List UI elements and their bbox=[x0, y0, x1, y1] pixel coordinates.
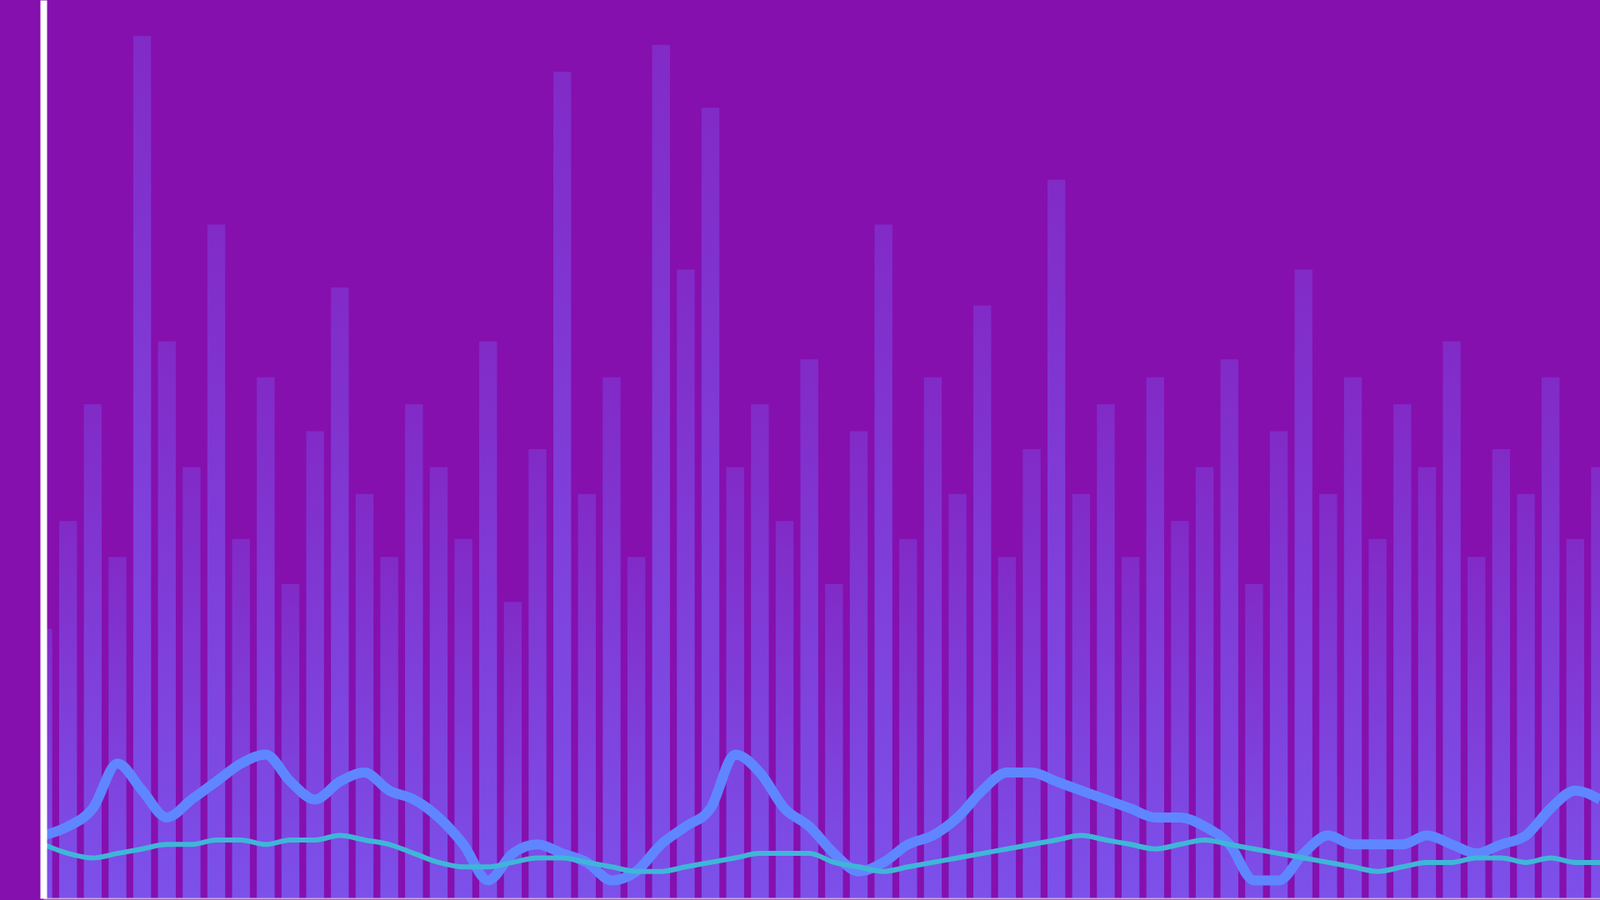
bar bbox=[1295, 269, 1313, 899]
bar bbox=[973, 305, 991, 899]
bar bbox=[108, 556, 126, 899]
bar bbox=[850, 430, 868, 899]
line bbox=[43, 755, 1600, 881]
x-axis bbox=[44, 898, 1600, 900]
bar bbox=[59, 520, 77, 899]
bar bbox=[924, 377, 942, 899]
bar bbox=[281, 584, 300, 899]
bar bbox=[1047, 180, 1065, 899]
bar bbox=[750, 404, 769, 899]
y-axis-line bbox=[40, 0, 48, 900]
bar bbox=[1270, 430, 1288, 899]
bar bbox=[84, 404, 102, 899]
bar bbox=[1442, 341, 1460, 899]
bar-series bbox=[43, 35, 1600, 899]
bar bbox=[182, 467, 200, 899]
y-axis bbox=[43, 0, 45, 900]
bar bbox=[627, 556, 645, 899]
line bbox=[43, 835, 1600, 872]
bar bbox=[948, 494, 966, 899]
bar bbox=[726, 467, 745, 899]
bar bbox=[775, 520, 794, 899]
marks bbox=[43, 35, 1600, 899]
bar bbox=[405, 404, 423, 899]
bar bbox=[207, 225, 225, 900]
bar bbox=[479, 341, 497, 899]
bar bbox=[1492, 449, 1510, 899]
x-axis-line bbox=[44, 898, 1600, 900]
bar bbox=[874, 225, 892, 900]
chart bbox=[0, 0, 1600, 900]
bar bbox=[256, 377, 275, 899]
bar bbox=[330, 287, 349, 899]
bar bbox=[1393, 404, 1411, 899]
bar bbox=[652, 45, 670, 899]
plot bbox=[34, 0, 1600, 900]
bar bbox=[1022, 449, 1040, 899]
bar bbox=[1220, 359, 1239, 899]
bar bbox=[1096, 404, 1115, 899]
bar bbox=[232, 539, 250, 899]
bar bbox=[1590, 467, 1600, 899]
bar bbox=[305, 430, 324, 899]
bar bbox=[528, 449, 546, 899]
bar bbox=[1344, 377, 1362, 899]
bar bbox=[676, 269, 695, 899]
bar bbox=[430, 467, 448, 899]
bar bbox=[578, 494, 596, 899]
bar bbox=[602, 377, 620, 899]
bar bbox=[133, 35, 151, 899]
bar bbox=[1566, 539, 1585, 899]
bar bbox=[553, 71, 571, 899]
background bbox=[0, 0, 1600, 900]
